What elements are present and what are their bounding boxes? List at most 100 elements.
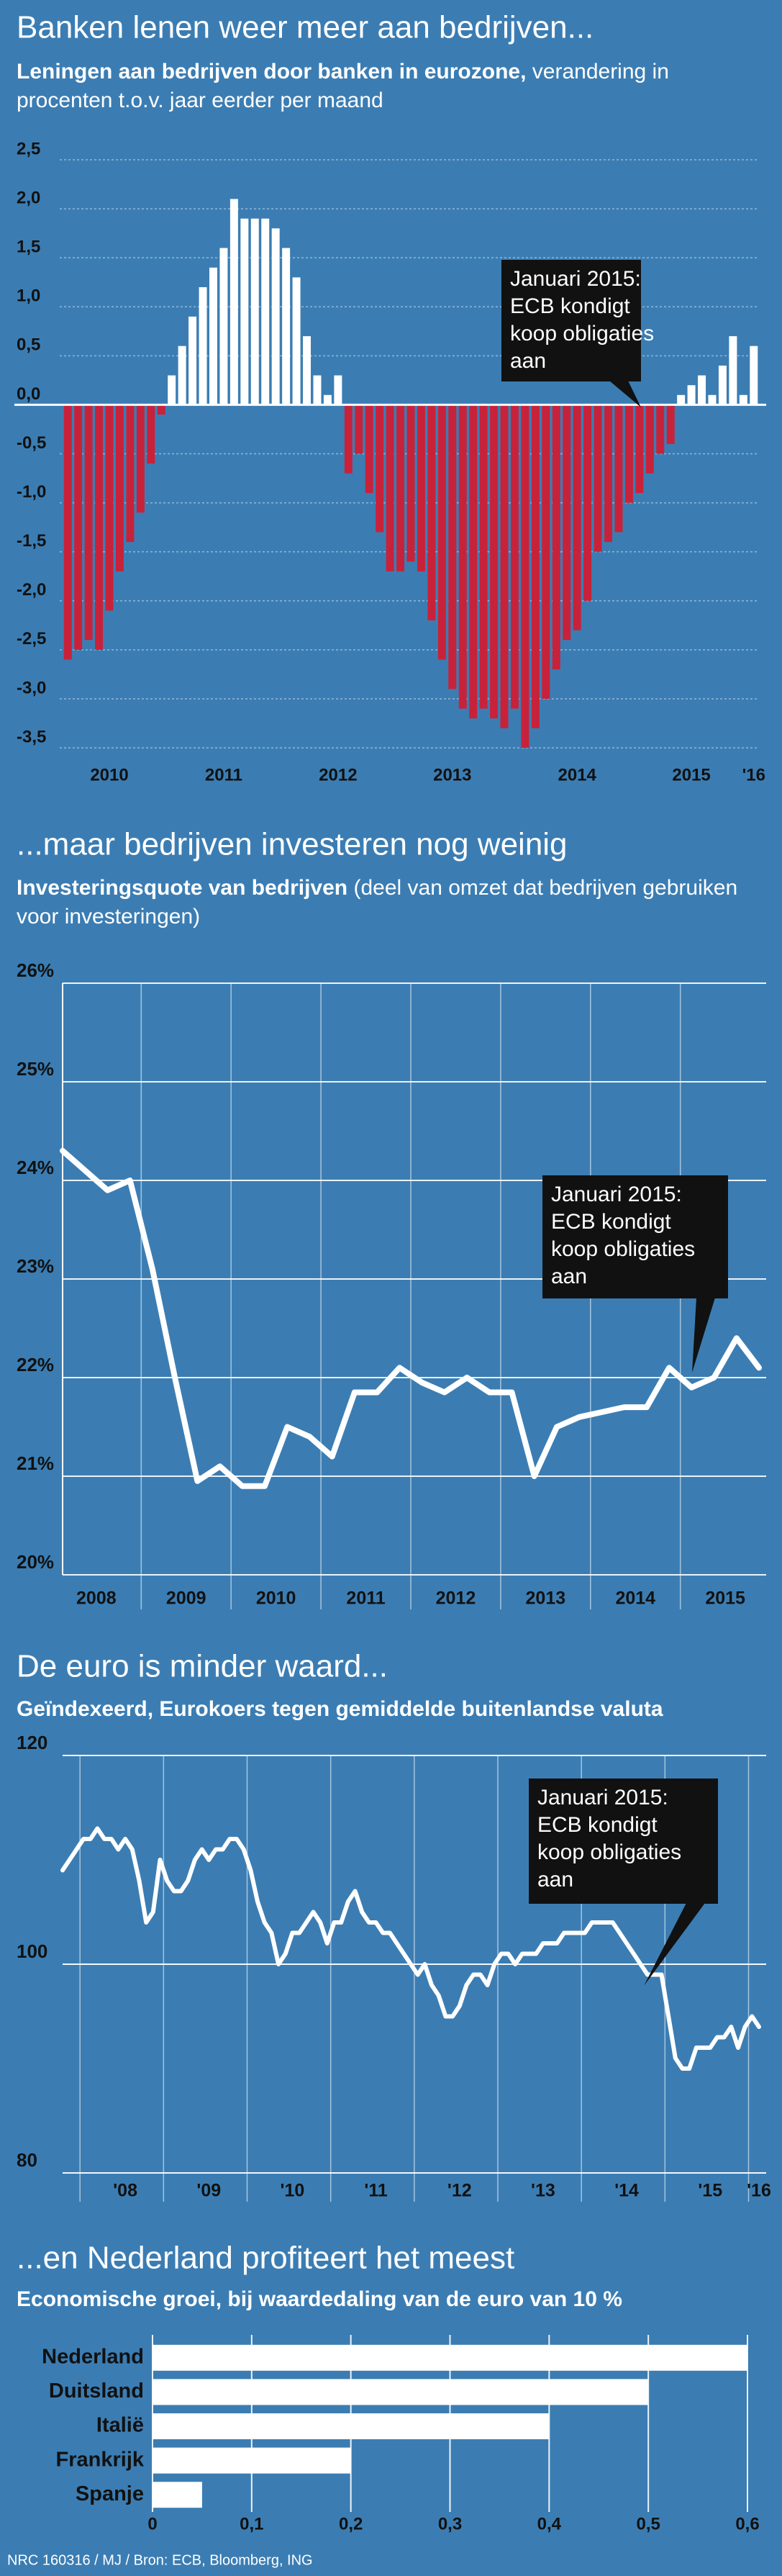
bar xyxy=(376,405,384,533)
y-tick-label: -3,0 xyxy=(17,678,46,697)
bar xyxy=(355,405,363,454)
bar xyxy=(157,405,165,415)
bar xyxy=(437,405,446,660)
x-tick-label: 0,5 xyxy=(636,2514,660,2534)
y-tick-label: 22% xyxy=(17,1354,54,1375)
annotation-text: Januari 2015: xyxy=(537,1786,668,1809)
annotation-pointer xyxy=(609,381,641,407)
bar xyxy=(666,405,675,444)
bar xyxy=(84,405,93,641)
x-tick-label: '12 xyxy=(447,2181,472,2201)
chart-subtitle: Economische groei, bij waardedaling van … xyxy=(17,2285,765,2314)
y-tick-label: 23% xyxy=(17,1255,54,1277)
y-tick-label: -2,5 xyxy=(17,629,46,648)
subtitle-bold: Economische groei, bij waardedaling van … xyxy=(17,2287,622,2311)
x-tick-label: 2014 xyxy=(558,765,596,785)
x-tick-label: 2012 xyxy=(319,765,357,785)
x-tick-label: 2013 xyxy=(526,1588,566,1609)
bar xyxy=(229,199,238,405)
annotation-box xyxy=(501,260,641,381)
subtitle-note: verandering in procenten t.o.v. jaar eer… xyxy=(17,60,669,112)
x-tick-label: 0,6 xyxy=(735,2514,759,2534)
y-tick-label: -3,5 xyxy=(17,727,46,746)
bar xyxy=(510,405,519,709)
x-tick-label: '11 xyxy=(364,2181,387,2201)
bar xyxy=(718,365,727,405)
bar xyxy=(209,267,217,405)
bar xyxy=(386,405,394,571)
category-label: Duitsland xyxy=(49,2380,144,2403)
bar xyxy=(313,375,322,405)
bar xyxy=(417,405,425,571)
bar xyxy=(729,336,737,405)
bar xyxy=(95,405,104,650)
x-tick-label: '15 xyxy=(698,2181,722,2201)
bar xyxy=(624,405,633,503)
bar xyxy=(427,405,436,620)
bar xyxy=(115,405,124,571)
x-tick-label: 2011 xyxy=(346,1588,385,1609)
bar xyxy=(250,218,259,405)
bar xyxy=(698,375,706,405)
bar xyxy=(323,394,332,405)
bar xyxy=(448,405,457,690)
annotation-text: Januari 2015: xyxy=(510,267,641,291)
y-tick-label: 0,0 xyxy=(17,384,40,404)
category-label: Italië xyxy=(96,2414,144,2437)
bar xyxy=(199,287,207,405)
bar xyxy=(469,405,478,719)
y-tick-label: 2,0 xyxy=(17,188,40,207)
bar xyxy=(105,405,114,611)
bar xyxy=(153,2344,747,2371)
chart-title: ...en Nederland profiteert het meest xyxy=(17,2241,514,2276)
bar xyxy=(261,218,270,405)
bar xyxy=(645,405,654,474)
footer: NRC 160316 / MJ / Bron: ECB, Bloomberg, … xyxy=(7,2552,313,2568)
y-tick-label: 100 xyxy=(17,1940,47,1962)
x-tick-label: 2014 xyxy=(615,1588,655,1609)
annotation-text: aan xyxy=(537,1868,573,1892)
annotation-box xyxy=(542,1175,728,1298)
bar xyxy=(219,248,228,405)
bar xyxy=(531,405,540,728)
bar xyxy=(126,405,135,543)
bar xyxy=(365,405,373,493)
subtitle-bold: Investeringsquote van bedrijven xyxy=(17,876,348,900)
x-tick-label: '09 xyxy=(196,2181,221,2201)
bar xyxy=(334,375,342,405)
x-tick-label: 0,3 xyxy=(438,2514,462,2534)
data-line xyxy=(60,1826,761,2071)
annotation-text: aan xyxy=(510,349,546,373)
bar xyxy=(303,336,312,405)
category-label: Frankrijk xyxy=(56,2448,145,2471)
bar xyxy=(656,405,665,454)
y-tick-label: 26% xyxy=(17,959,54,981)
chart-panel: ...en Nederland profiteert het meest 0 0,1… xyxy=(17,2241,760,2534)
bar xyxy=(136,405,145,513)
chart-title: ...maar bedrijven investeren nog weinig xyxy=(17,827,568,862)
bar xyxy=(458,405,467,709)
x-tick-label: '16 xyxy=(742,765,765,785)
x-tick-label: 0 xyxy=(147,2514,157,2534)
bar xyxy=(500,405,509,728)
y-tick-label: 25% xyxy=(17,1058,54,1080)
bar xyxy=(563,405,571,641)
x-tick-label: 2015 xyxy=(705,1588,745,1609)
y-tick-label: -1,5 xyxy=(17,531,46,551)
y-tick-label: 1,0 xyxy=(17,286,40,306)
bar xyxy=(552,405,560,670)
x-tick-label: 2015 xyxy=(672,765,710,785)
x-tick-label: 2011 xyxy=(205,765,242,785)
x-tick-label: '16 xyxy=(747,2181,771,2201)
bar xyxy=(521,405,529,748)
annotation-text: aan xyxy=(551,1265,587,1288)
bar xyxy=(188,316,197,405)
y-tick-label: 120 xyxy=(17,1732,47,1753)
subtitle-note: (deel van omzet dat bedrijven gebruiken … xyxy=(17,876,738,928)
category-label: Nederland xyxy=(42,2345,144,2368)
chart-subtitle: Geïndexeerd, Eurokoers tegen gemiddelde … xyxy=(17,1695,765,1724)
bar xyxy=(687,385,696,405)
x-tick-label: '14 xyxy=(614,2181,639,2201)
bar xyxy=(63,405,72,660)
x-tick-label: 2012 xyxy=(436,1588,476,1609)
